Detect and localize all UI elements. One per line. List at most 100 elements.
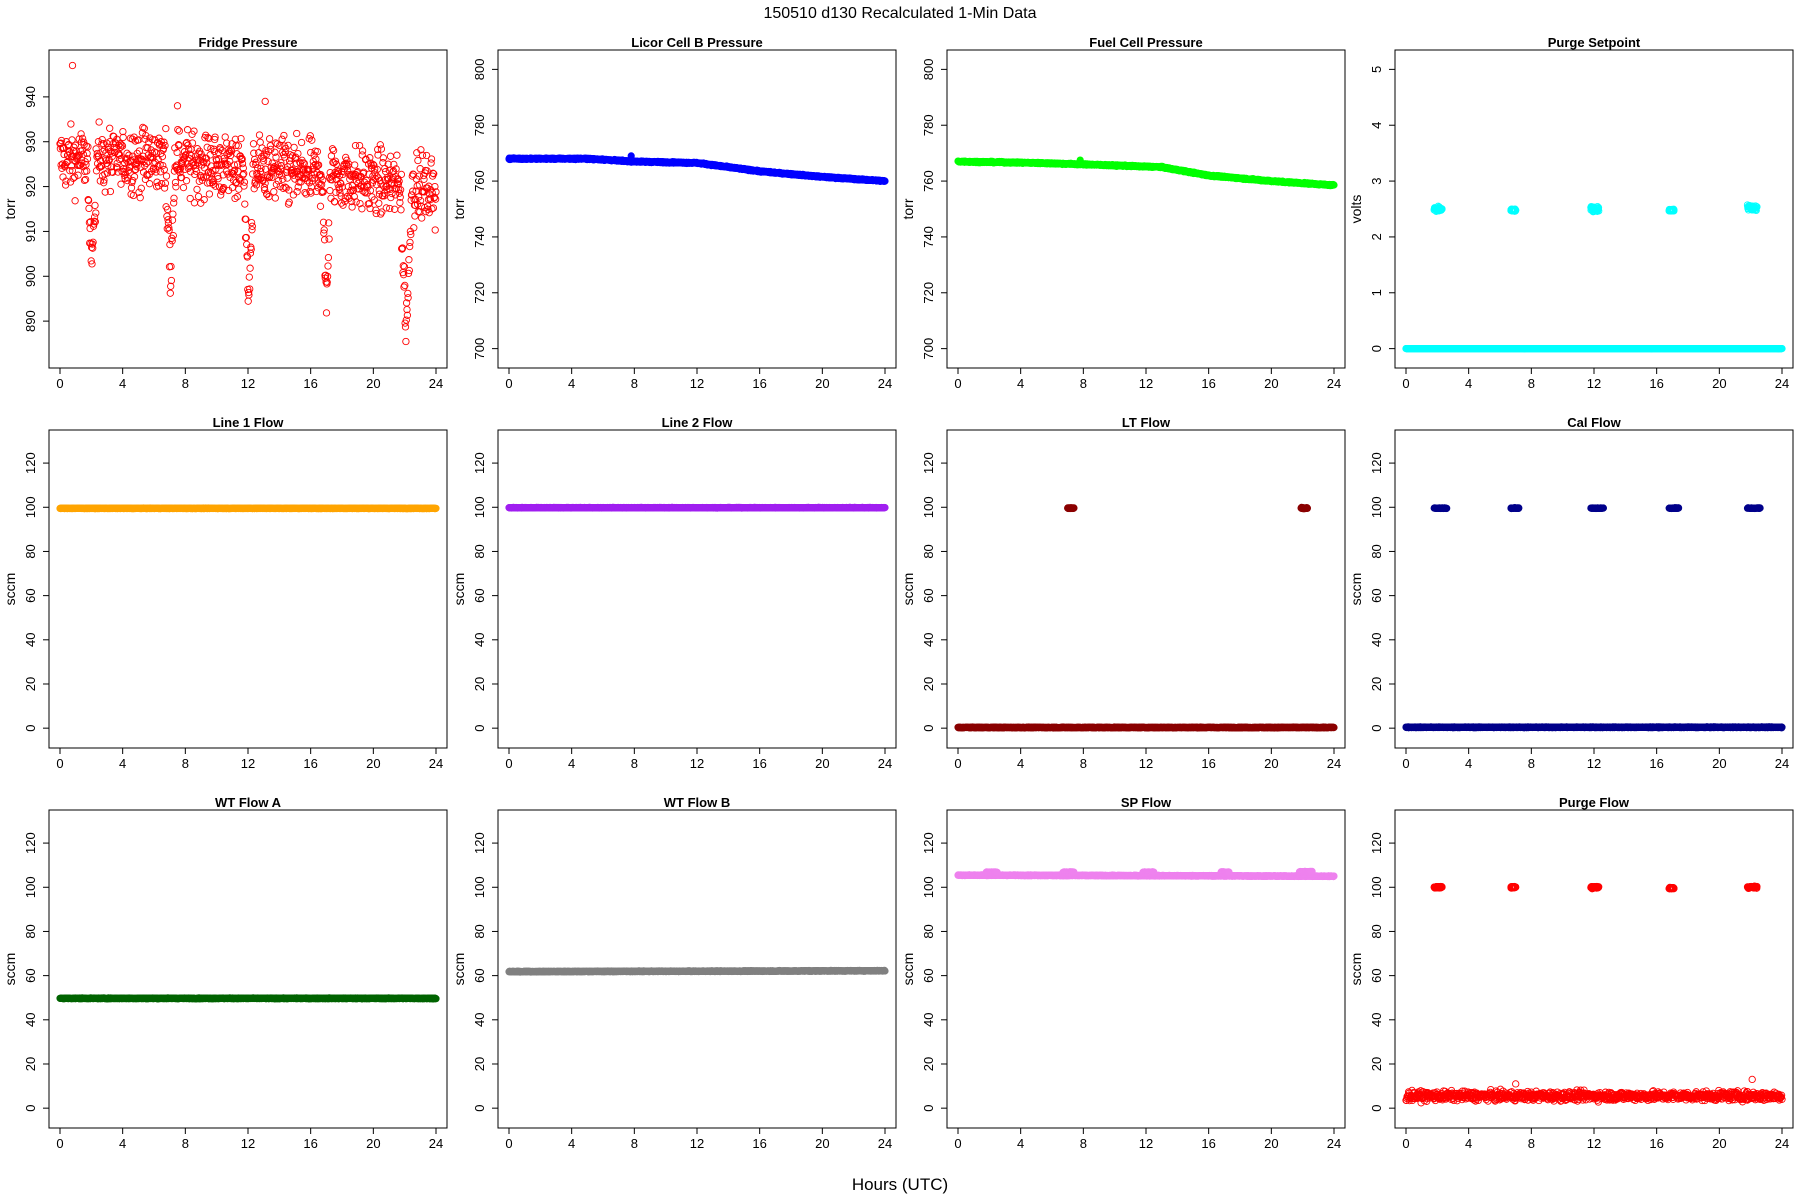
- data-point: [415, 193, 423, 201]
- data-point: [81, 175, 90, 184]
- data-point: [161, 179, 170, 187]
- data-point: [405, 266, 413, 275]
- data-point: [141, 175, 150, 184]
- x-tick-label: 12: [1139, 376, 1153, 391]
- data-point: [169, 231, 177, 240]
- data-point: [427, 159, 435, 167]
- data-point: [143, 171, 151, 180]
- data-point: [276, 141, 284, 150]
- x-tick-label: 4: [568, 376, 575, 391]
- data-point: [173, 148, 181, 157]
- data-point: [145, 138, 153, 146]
- figure-x-label: Hours (UTC): [852, 1175, 948, 1194]
- data-point: [152, 149, 161, 157]
- data-point: [252, 158, 260, 166]
- data-point: [211, 133, 219, 141]
- data-point: [271, 148, 279, 156]
- data-point: [285, 198, 293, 206]
- data-point: [175, 141, 183, 150]
- data-point: [326, 186, 334, 195]
- data-point: [377, 145, 386, 153]
- data-point: [87, 243, 96, 252]
- data-point: [308, 174, 317, 182]
- data-point: [258, 144, 266, 152]
- data-point: [221, 133, 229, 141]
- data-point: [89, 238, 97, 246]
- data-point: [339, 201, 347, 209]
- data-point: [335, 171, 344, 180]
- y-tick-label: 4: [1369, 122, 1384, 129]
- data-point: [200, 196, 208, 204]
- data-point: [241, 200, 249, 208]
- data-point: [214, 175, 222, 183]
- data-point: [881, 177, 889, 185]
- chart-title: Fuel Cell Pressure: [1089, 35, 1202, 50]
- data-point: [165, 226, 173, 234]
- data-point: [119, 133, 127, 142]
- data-point: [209, 177, 218, 185]
- x-tick-label: 12: [690, 376, 704, 391]
- data-point: [372, 209, 380, 218]
- y-axis-label: torr: [2, 198, 18, 219]
- x-tick-label: 0: [954, 376, 961, 391]
- data-point: [160, 184, 169, 192]
- data-point: [308, 136, 316, 144]
- data-point: [67, 120, 75, 128]
- data-point: [225, 147, 234, 156]
- data-point: [627, 152, 635, 160]
- data-point: [88, 260, 96, 268]
- data-point: [422, 151, 431, 160]
- data-point: [316, 202, 325, 210]
- data-point: [417, 146, 425, 154]
- y-axis-label: torr: [451, 198, 467, 219]
- data-point: [280, 131, 288, 140]
- data-points: [505, 152, 889, 185]
- data-point: [98, 135, 106, 144]
- y-tick-label: 920: [23, 176, 38, 198]
- data-point: [408, 191, 416, 199]
- data-point: [195, 177, 203, 185]
- data-point: [200, 159, 208, 167]
- data-point: [95, 152, 103, 160]
- data-point: [242, 233, 250, 242]
- data-point: [403, 305, 411, 314]
- data-point: [139, 123, 147, 132]
- data-point: [239, 164, 247, 172]
- x-tick-label: 4: [1465, 376, 1472, 391]
- y-tick-label: 910: [23, 221, 38, 243]
- y-tick-label: 2: [1369, 233, 1384, 240]
- data-point: [142, 131, 150, 140]
- data-point: [206, 151, 214, 159]
- x-tick-label: 16: [752, 376, 766, 391]
- data-point: [240, 170, 248, 178]
- data-point: [392, 165, 400, 173]
- data-point: [337, 180, 345, 188]
- data-point: [190, 199, 199, 207]
- data-point: [247, 245, 255, 253]
- data-point: [123, 176, 132, 185]
- y-tick-label: 930: [23, 131, 38, 153]
- data-point: [163, 225, 171, 233]
- data-point: [170, 194, 178, 202]
- data-point: [399, 262, 407, 270]
- data-point: [386, 204, 394, 213]
- data-point: [182, 177, 191, 185]
- data-point: [265, 135, 274, 143]
- data-point: [337, 199, 346, 207]
- data-point: [240, 178, 249, 186]
- data-point: [404, 289, 412, 298]
- x-tick-label: 24: [1327, 376, 1341, 391]
- x-tick-label: 12: [241, 376, 255, 391]
- data-point: [153, 178, 161, 186]
- data-point: [323, 278, 331, 286]
- data-point: [352, 198, 360, 206]
- y-tick-label: 800: [472, 59, 487, 81]
- data-point: [404, 269, 413, 278]
- x-tick-label: 12: [1587, 376, 1601, 391]
- data-point: [156, 140, 164, 148]
- data-point: [250, 185, 258, 193]
- data-point: [129, 191, 138, 200]
- data-point: [294, 149, 302, 158]
